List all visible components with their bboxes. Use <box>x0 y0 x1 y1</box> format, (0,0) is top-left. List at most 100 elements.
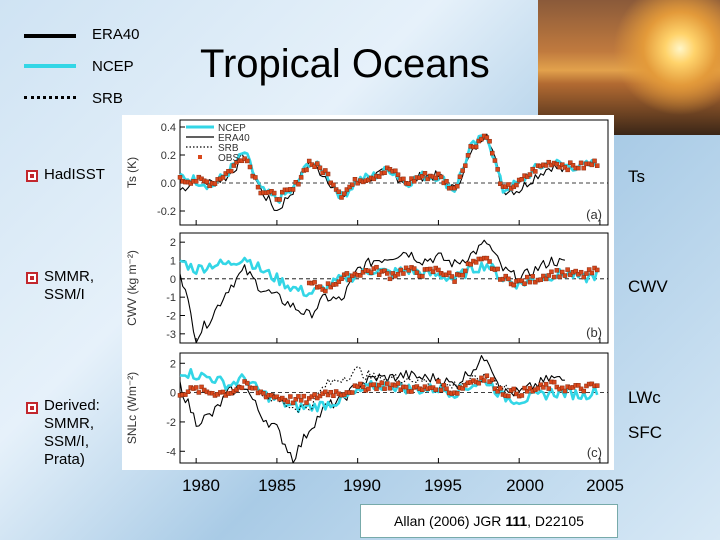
obs-marker <box>487 138 492 144</box>
obs-marker <box>253 175 258 180</box>
y-tick-label: -1 <box>166 292 176 304</box>
obs-marker <box>581 165 587 171</box>
obs-marker <box>433 175 438 181</box>
bullet-line: Derived: <box>44 397 100 414</box>
obs-marker <box>371 176 377 182</box>
obs-marker <box>193 179 199 184</box>
obs-marker <box>559 162 565 167</box>
obs-marker <box>519 393 525 398</box>
obs-marker <box>559 385 565 391</box>
obs-marker <box>352 177 358 182</box>
obs-marker <box>581 388 587 394</box>
obs-marker <box>452 279 457 284</box>
obs-marker <box>177 175 183 180</box>
obs-marker <box>193 385 199 390</box>
obs-marker <box>210 390 215 396</box>
obs-marker <box>492 158 498 163</box>
citation-suffix: , D22105 <box>527 513 584 529</box>
obs-marker <box>570 163 576 168</box>
obs-marker <box>473 260 479 265</box>
bullet-line: SMMR, <box>44 268 94 285</box>
obs-marker <box>290 400 296 406</box>
x-tick-label: 1985 <box>258 476 296 495</box>
obs-marker <box>527 386 533 391</box>
obs-marker <box>333 281 339 287</box>
obs-marker <box>594 163 600 168</box>
obs-marker <box>204 179 210 185</box>
obs-marker <box>350 390 355 395</box>
obs-marker <box>576 383 581 388</box>
obs-marker <box>495 389 500 394</box>
obs-marker <box>420 174 425 179</box>
obs-marker <box>317 284 323 289</box>
obs-marker <box>411 266 417 271</box>
x-tick-label: 2005 <box>586 476 624 495</box>
obs-marker <box>506 276 511 282</box>
obs-marker <box>492 386 498 391</box>
obs-marker <box>344 187 350 192</box>
obs-marker <box>390 271 395 276</box>
obs-marker <box>594 267 600 273</box>
obs-marker <box>199 384 204 390</box>
obs-marker <box>350 182 355 187</box>
bullet-icon <box>26 402 38 414</box>
obs-marker <box>546 386 552 391</box>
obs-marker <box>490 150 495 156</box>
legend-srb-swatch <box>24 96 76 99</box>
obs-marker <box>271 190 277 196</box>
y-tick-label: 2 <box>170 358 176 370</box>
obs-marker <box>323 389 328 395</box>
obs-marker <box>446 270 452 276</box>
obs-marker <box>339 195 344 200</box>
inner-legend-label: SRB <box>218 143 239 154</box>
obs-marker <box>290 187 296 192</box>
x-tick-label: 1980 <box>182 476 220 495</box>
inner-legend-label: OBS <box>218 153 239 164</box>
obs-marker <box>562 165 568 170</box>
obs-marker <box>387 276 393 282</box>
obs-marker <box>393 168 398 174</box>
obs-marker <box>498 181 503 186</box>
obs-marker <box>500 276 506 282</box>
obs-marker <box>538 277 543 282</box>
obs-marker <box>438 387 444 393</box>
obs-marker <box>285 399 290 404</box>
bullet-line: SSM/I, <box>44 433 90 450</box>
obs-marker <box>476 380 482 386</box>
obs-marker <box>422 171 428 176</box>
obs-marker <box>565 167 570 173</box>
y-tick-label: -2 <box>166 311 176 323</box>
obs-marker <box>401 176 406 182</box>
obs-marker <box>331 182 336 188</box>
label-ts: Ts <box>628 167 645 186</box>
obs-marker <box>538 382 543 387</box>
panel-frame <box>179 352 609 464</box>
label-cwv: CWV <box>628 277 668 296</box>
obs-marker <box>444 386 449 391</box>
label-sfc: SFC <box>628 423 662 442</box>
obs-marker <box>584 271 589 276</box>
y-tick-label: 0.4 <box>161 122 176 134</box>
obs-marker <box>436 171 441 177</box>
obs-marker <box>436 379 441 384</box>
obs-marker <box>589 270 595 276</box>
obs-marker <box>414 270 420 275</box>
obs-marker <box>522 281 527 286</box>
obs-marker <box>425 176 430 182</box>
bullet-hadisst: HadISST <box>44 166 105 184</box>
obs-marker <box>546 273 552 278</box>
obs-marker <box>374 264 379 270</box>
legend-era40-label: ERA40 <box>92 26 140 43</box>
obs-marker <box>312 164 317 169</box>
obs-marker <box>522 385 527 391</box>
obs-marker <box>468 262 473 267</box>
obs-marker <box>455 391 460 396</box>
obs-marker <box>234 387 239 393</box>
obs-marker <box>586 267 592 272</box>
obs-marker <box>395 272 401 277</box>
citation: Allan (2006) JGR 111, D22105 <box>360 504 618 538</box>
obs-marker <box>519 278 525 284</box>
y-tick-label: 0.0 <box>161 178 176 190</box>
obs-marker <box>514 182 519 188</box>
obs-marker <box>406 181 412 186</box>
